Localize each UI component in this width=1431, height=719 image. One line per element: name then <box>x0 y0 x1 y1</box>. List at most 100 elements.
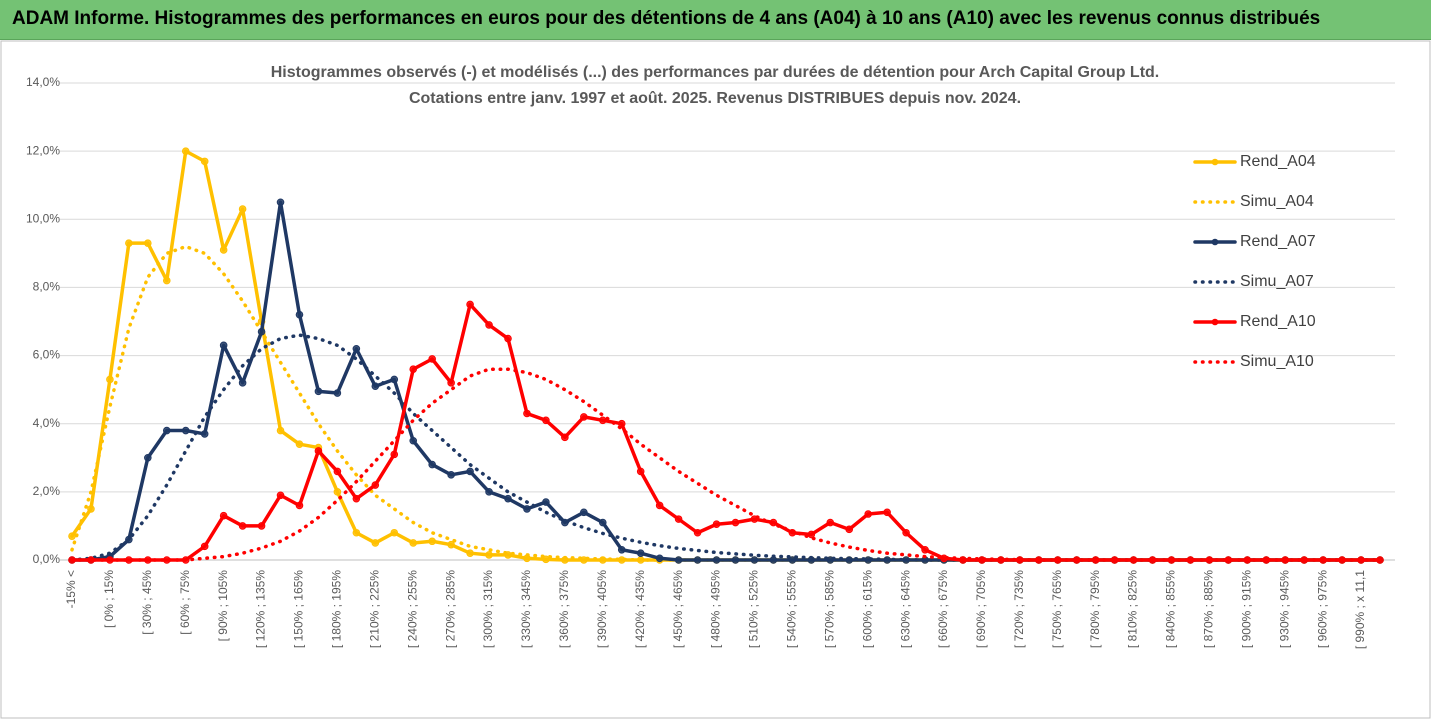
y-tick-label: 6,0% <box>33 348 61 362</box>
x-tick-label: [ 360% ; 375% <box>557 570 571 648</box>
marker <box>447 471 455 479</box>
marker <box>561 433 569 442</box>
marker <box>902 528 910 537</box>
legend-label: Simu_A10 <box>1240 353 1314 370</box>
marker <box>181 147 190 155</box>
x-tick-label: [ 570% ; 585% <box>822 570 836 648</box>
marker <box>333 488 342 496</box>
marker <box>580 508 588 517</box>
marker <box>504 494 512 503</box>
marker <box>542 498 550 506</box>
legend-marker <box>1211 158 1219 166</box>
x-tick-label: [ 990% ; x 11,1 <box>1353 570 1367 649</box>
legend-label: Simu_A07 <box>1240 273 1314 290</box>
marker <box>655 554 664 563</box>
marker <box>466 467 474 476</box>
x-tick-label: [ 180% ; 195% <box>330 570 344 648</box>
x-tick-label: [ 690% ; 705% <box>974 570 988 648</box>
chart-title: Histogrammes observés (-) et modélisés (… <box>271 64 1159 81</box>
marker <box>693 528 702 537</box>
marker <box>428 537 436 546</box>
x-tick-label: [ 930% ; 945% <box>1277 570 1291 648</box>
marker <box>428 460 436 469</box>
y-tick-label: 8,0% <box>33 280 61 294</box>
marker <box>200 157 209 166</box>
marker <box>200 430 209 438</box>
legend-label: Rend_A07 <box>1240 233 1316 250</box>
marker <box>807 530 816 539</box>
marker <box>295 310 304 319</box>
marker <box>238 205 247 213</box>
marker <box>276 198 285 207</box>
marker <box>598 518 607 527</box>
x-tick-label: [ 720% ; 735% <box>1012 570 1026 648</box>
x-tick-label: [ 420% ; 435% <box>633 570 647 648</box>
marker <box>655 501 664 510</box>
marker <box>731 518 740 527</box>
marker <box>162 426 171 435</box>
marker <box>1376 556 1384 564</box>
marker <box>409 539 418 547</box>
marker <box>390 450 399 459</box>
marker <box>276 426 285 435</box>
marker <box>371 481 380 489</box>
marker <box>333 389 342 397</box>
chart-subtitle: Cotations entre janv. 1997 et août. 2025… <box>409 90 1021 107</box>
marker <box>617 419 626 428</box>
marker <box>352 494 361 503</box>
marker <box>87 505 95 513</box>
marker <box>580 413 588 421</box>
marker <box>68 532 76 540</box>
x-tick-label: [ 900% ; 915% <box>1239 570 1253 648</box>
x-tick-label: [ 390% ; 405% <box>595 570 609 648</box>
x-tick-label: [ 960% ; 975% <box>1315 570 1329 648</box>
x-tick-label: [ 210% ; 225% <box>367 570 381 648</box>
x-tick-label: [ 510% ; 525% <box>747 570 761 648</box>
header-bar: ADAM Informe. Histogrammes des performan… <box>0 0 1431 40</box>
x-tick-label: [ 240% ; 255% <box>405 570 419 648</box>
y-tick-label: 2,0% <box>33 484 61 498</box>
marker <box>371 382 380 391</box>
marker <box>674 556 683 564</box>
x-tick-label: [ 150% ; 165% <box>292 570 306 648</box>
marker <box>295 440 304 448</box>
x-tick-label: [ 0% ; 15% <box>102 570 116 628</box>
marker <box>712 520 721 529</box>
marker <box>238 379 247 387</box>
header-title: ADAM Informe. Histogrammes des performan… <box>12 8 1321 29</box>
y-tick-label: 14,0% <box>26 75 60 89</box>
marker <box>390 375 399 384</box>
marker <box>466 549 474 557</box>
marker <box>447 379 455 387</box>
marker <box>485 321 493 329</box>
marker <box>125 239 133 247</box>
marker <box>485 551 493 559</box>
marker <box>485 488 493 496</box>
marker <box>257 327 266 336</box>
legend-label: Rend_A04 <box>1240 153 1316 170</box>
marker <box>636 467 645 476</box>
marker <box>257 522 266 530</box>
x-tick-label: [ 540% ; 555% <box>785 570 799 648</box>
legend-label: Simu_A04 <box>1240 193 1314 210</box>
marker <box>409 436 418 445</box>
marker <box>864 510 872 518</box>
marker <box>390 528 399 537</box>
marker <box>693 556 702 564</box>
x-tick-label: [ 120% ; 135% <box>254 570 268 648</box>
x-tick-label: [ 450% ; 465% <box>671 570 685 648</box>
marker <box>542 555 550 564</box>
marker <box>523 409 531 418</box>
marker <box>181 426 190 435</box>
marker <box>276 491 285 500</box>
marker <box>219 341 228 350</box>
line <box>70 302 1382 562</box>
x-tick-label: [ 600% ; 615% <box>860 570 874 648</box>
marker <box>447 540 455 549</box>
marker <box>352 528 361 537</box>
marker <box>712 556 721 564</box>
marker <box>352 344 361 353</box>
legend-label: Rend_A10 <box>1240 313 1316 330</box>
marker <box>636 549 645 557</box>
